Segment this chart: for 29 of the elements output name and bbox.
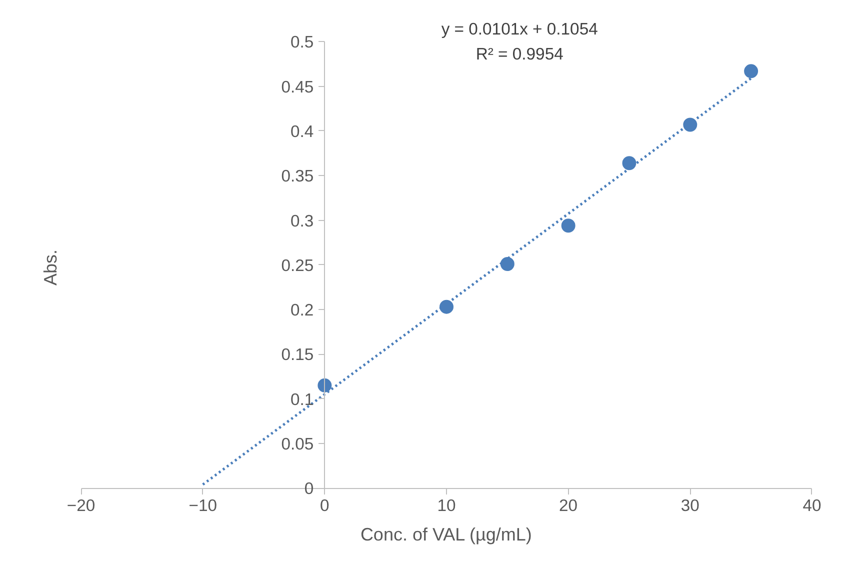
point	[683, 118, 698, 132]
y-tick-label: 0	[304, 479, 314, 498]
y-tick-label: 0.05	[281, 434, 314, 454]
y-tick-label: 0.2	[290, 300, 314, 320]
y-axis-title: Abs.	[40, 249, 60, 286]
x-axis-title: Conc. of VAL (µg/mL)	[360, 524, 532, 544]
point	[440, 300, 454, 314]
point	[744, 64, 758, 78]
x-tick-label: −10	[188, 496, 217, 516]
y-tick-label: 0.3	[290, 211, 314, 230]
x-tick-label: 30	[680, 496, 700, 516]
y-tick-label: 0.25	[281, 256, 314, 275]
y-tick-label: 0.1	[290, 390, 314, 409]
x-tick-label: 10	[437, 496, 456, 516]
y-tick-label: 0.35	[281, 166, 314, 186]
annotation: R² = 0.9954	[476, 44, 564, 64]
x-tick-label: −20	[66, 496, 96, 516]
y-tick-label: 0.15	[281, 345, 314, 364]
y-tick-label: 0.45	[281, 77, 314, 96]
x-tick-label: 0	[320, 496, 330, 516]
y-tick-label: 0.4	[290, 122, 314, 141]
x-tick-label: 40	[802, 496, 822, 516]
y-tick-label: 0.5	[290, 32, 314, 52]
x-tick-label: 20	[559, 496, 578, 516]
point	[500, 257, 514, 271]
point	[622, 156, 636, 170]
point	[318, 378, 332, 392]
point	[561, 218, 576, 233]
text: y = 0.0101x + 0.1054	[441, 20, 598, 39]
